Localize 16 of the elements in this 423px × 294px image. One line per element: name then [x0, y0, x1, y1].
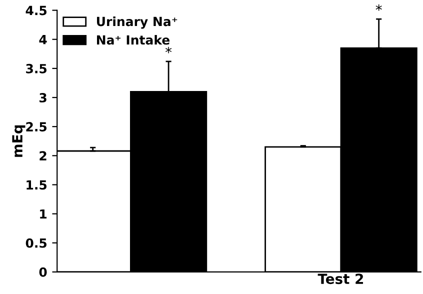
- annotation: *: [165, 46, 172, 54]
- y-tick-label: 0: [39, 267, 47, 277]
- x-tick-label: Test 2: [318, 274, 363, 284]
- y-tick-label: 3.5: [26, 64, 47, 74]
- y-tick-label: 2.5: [26, 122, 47, 132]
- y-tick-label: 4: [39, 35, 47, 44]
- y-tick-label: 1.5: [26, 180, 47, 190]
- annotation: *: [376, 4, 382, 11]
- y-tick-label: 2: [40, 151, 46, 160]
- y-tick-label: 0.5: [26, 238, 47, 248]
- y-axis-title: mEq: [12, 125, 26, 157]
- legend-label: Na⁺ Intake: [97, 34, 170, 45]
- legend-label: Urinary Na⁺: [97, 16, 178, 29]
- y-tick-label: 4.5: [26, 6, 47, 16]
- y-tick-label: 1: [40, 209, 47, 219]
- y-tick-label: 3: [40, 92, 46, 102]
